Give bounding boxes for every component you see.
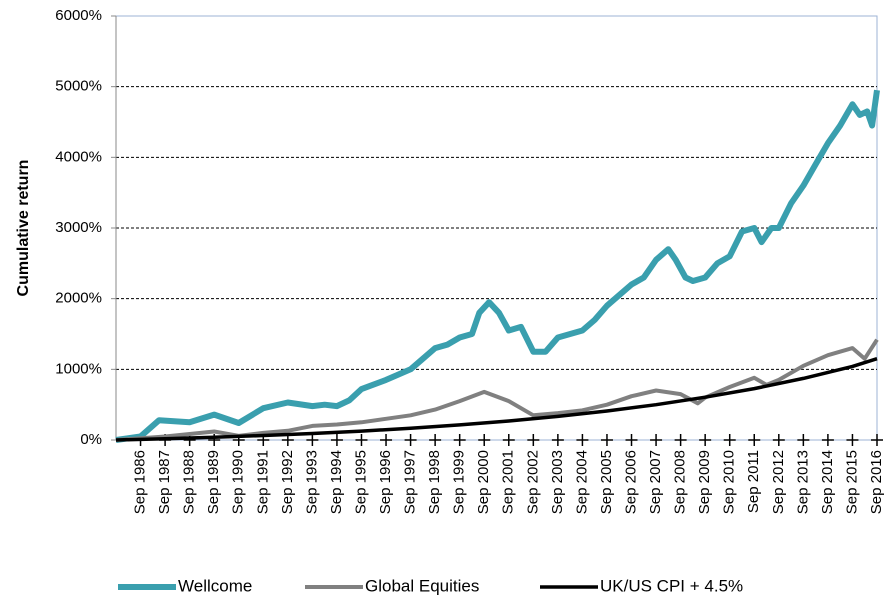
legend-label: Global Equities	[365, 576, 479, 595]
x-tick-label: Sep 2008	[672, 450, 689, 514]
x-tick-label: Sep 2001	[500, 450, 517, 514]
x-tick-label: Sep 2016	[868, 450, 885, 514]
y-tick-label: 3000%	[55, 219, 102, 236]
x-tick-label: Sep 1997	[402, 450, 419, 514]
y-tick-label: 6000%	[55, 7, 102, 24]
x-tick-label: Sep 2012	[770, 450, 787, 514]
x-tick-label: Sep 1998	[426, 450, 443, 514]
x-tick-label: Sep 1988	[181, 450, 198, 514]
y-tick-label: 2000%	[55, 290, 102, 307]
legend-label: Wellcome	[178, 576, 252, 595]
x-tick-label: Sep 2006	[622, 450, 639, 514]
x-tick-label: Sep 2007	[647, 450, 664, 514]
x-tick-label: Sep 2003	[549, 450, 566, 514]
series-line	[115, 89, 880, 443]
series-line	[115, 338, 879, 442]
y-tick-label: 5000%	[55, 78, 102, 95]
x-tick-label: Sep 1993	[303, 450, 320, 514]
x-tick-label: Sep 2002	[524, 450, 541, 514]
x-tick-label: Sep 2005	[598, 450, 615, 514]
y-tick-label: 1000%	[55, 360, 102, 377]
x-tick-label: Sep 1989	[205, 450, 222, 514]
x-tick-label: Sep 2015	[843, 450, 860, 514]
x-tick-label: Sep 2004	[573, 450, 590, 514]
x-tick-label: Sep 1991	[254, 450, 271, 514]
x-tick-label: Sep 1999	[451, 450, 468, 514]
y-tick-label: 4000%	[55, 148, 102, 165]
x-tick-label: Sep 1987	[156, 450, 173, 514]
x-tick-label: Sep 2014	[819, 450, 836, 514]
series-line	[115, 357, 878, 442]
x-tick-label: Sep 1992	[279, 450, 296, 514]
x-tick-label: Sep 1986	[132, 450, 149, 514]
y-tick-label: 0%	[80, 431, 102, 448]
x-tick-label: Sep 1996	[377, 450, 394, 514]
x-tick-label: Sep 2000	[475, 450, 492, 514]
x-tick-label: Sep 2013	[794, 450, 811, 514]
x-tick-label: Sep 1994	[328, 450, 345, 514]
y-axis-title: Cumulative return	[15, 160, 32, 297]
x-tick-label: Sep 2009	[696, 450, 713, 514]
legend-label: UK/US CPI + 4.5%	[600, 576, 743, 595]
x-tick-label: Sep 2010	[721, 450, 738, 514]
x-tick-label: Sep 1990	[230, 450, 247, 514]
x-tick-label: Sep 1995	[352, 450, 369, 514]
x-tick-label: Sep 2011	[745, 450, 762, 513]
